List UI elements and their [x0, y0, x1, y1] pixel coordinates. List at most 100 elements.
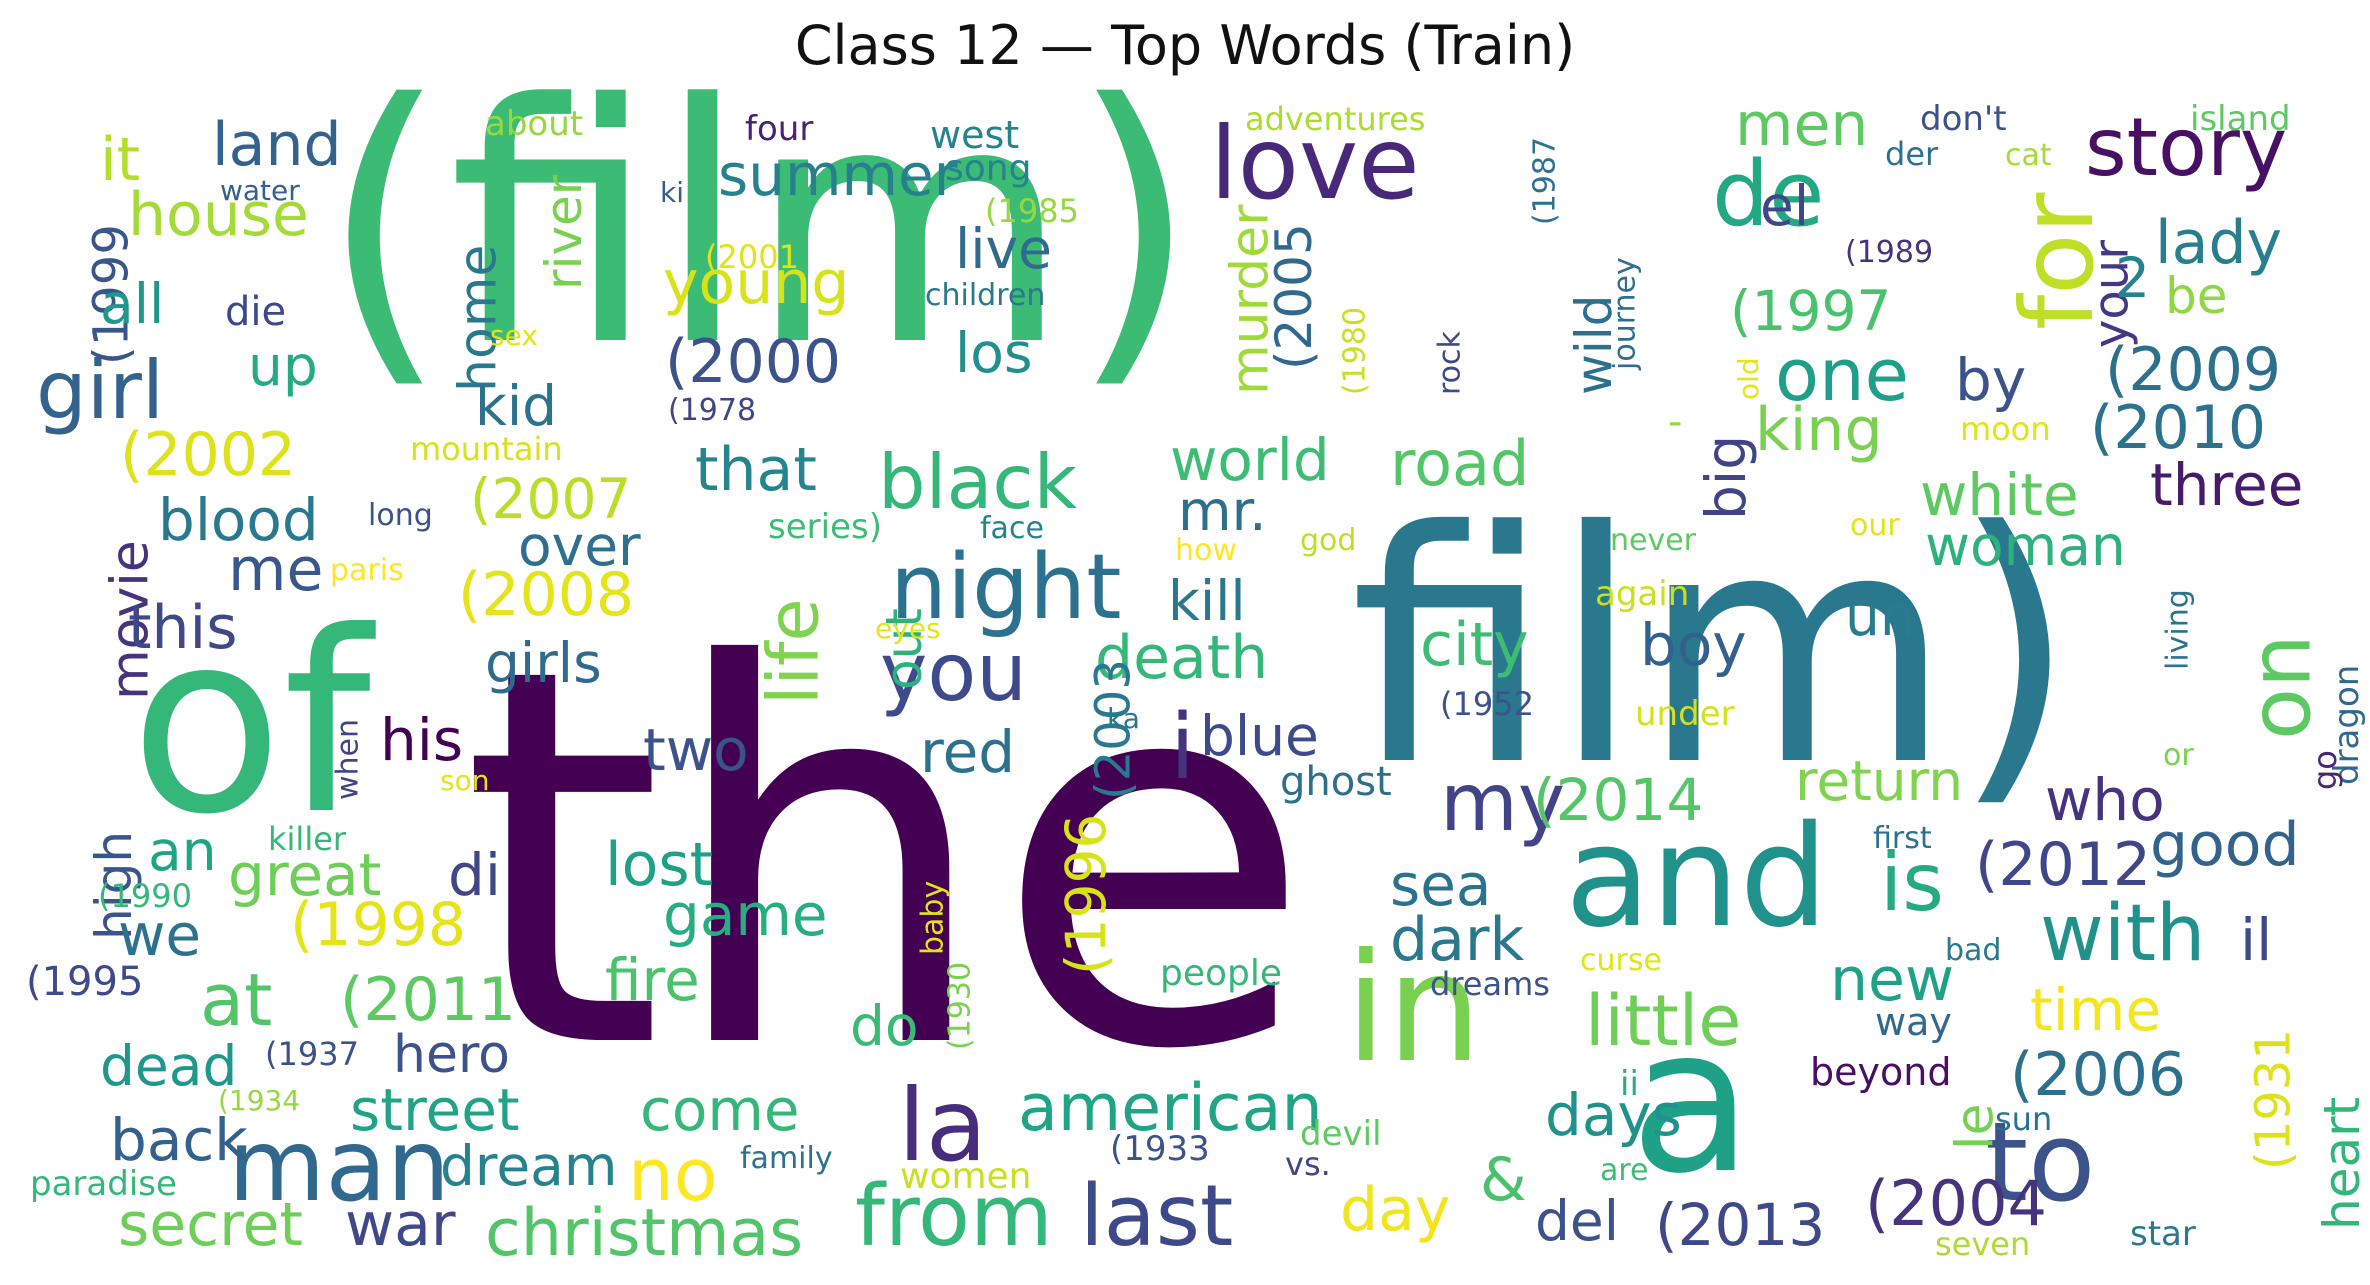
- word-el: el: [1760, 174, 1809, 238]
- word-one: one: [1775, 333, 1909, 417]
- word-west: west: [930, 113, 1019, 157]
- word-we: we: [118, 901, 201, 969]
- word-over: over: [518, 514, 641, 578]
- word-2008: (2008: [458, 560, 634, 630]
- word-don-t: don't: [1920, 99, 2007, 139]
- word-hero: hero: [393, 1025, 510, 1085]
- word-by: by: [1955, 346, 2026, 414]
- word-little: little: [1585, 980, 1741, 1062]
- word-come: come: [640, 1076, 800, 1144]
- word-vs: vs.: [1285, 1145, 1331, 1183]
- word-for: for: [1999, 192, 2116, 330]
- word-1931: (1931: [2245, 1029, 2301, 1170]
- word-2007: (2007: [470, 467, 631, 531]
- word-eyes: eyes: [875, 612, 941, 645]
- word-me: me: [228, 535, 323, 605]
- word-paradise: paradise: [30, 1164, 177, 1204]
- word-great: great: [228, 841, 381, 909]
- word-secret: secret: [118, 1190, 303, 1260]
- word-rock: rock: [1433, 330, 1468, 395]
- word-road: road: [1390, 427, 1529, 500]
- word-1930: (1930: [943, 962, 978, 1050]
- word-people: people: [1160, 953, 1282, 994]
- word-mountain: mountain: [410, 430, 563, 468]
- word-1952: (1952: [1440, 685, 1534, 723]
- word-blue: blue: [1200, 704, 1319, 768]
- word-1999: (1999: [83, 224, 139, 365]
- word-two: two: [643, 716, 749, 784]
- word-dreams: dreams: [1430, 965, 1550, 1003]
- word-1978: (1978: [668, 393, 756, 428]
- word-1933: (1933: [1110, 1129, 1210, 1169]
- word-die: die: [225, 289, 286, 335]
- word-un: un: [1845, 584, 1915, 648]
- word-cat: cat: [2005, 138, 2052, 173]
- word-2: 2: [2115, 246, 2150, 310]
- word-beyond: beyond: [1810, 1050, 1951, 1094]
- word-symbol: &: [1480, 1145, 1527, 1215]
- word-1990: (1990: [98, 877, 192, 915]
- word-dream: dream: [440, 1134, 617, 1198]
- word-from: from: [855, 1167, 1053, 1266]
- word-kid: kid: [475, 374, 557, 438]
- word-ii: ii: [1620, 1064, 1639, 1104]
- word-family: family: [740, 1141, 833, 1176]
- word-never: never: [1610, 523, 1697, 558]
- word-devil: devil: [1300, 1114, 1382, 1154]
- word-our: our: [1850, 508, 1900, 543]
- word-and: and: [1565, 796, 1828, 959]
- word-of: of: [130, 578, 376, 869]
- word-1995: (1995: [26, 959, 143, 1005]
- word-old: old: [1732, 357, 1765, 400]
- word-under: under: [1635, 694, 1735, 734]
- word-le: le: [1946, 1104, 2006, 1150]
- word-face: face: [980, 511, 1044, 546]
- word-children: children: [925, 278, 1045, 313]
- word-man: man: [228, 1107, 450, 1224]
- word-curse: curse: [1580, 943, 1662, 978]
- word-four: four: [745, 109, 813, 149]
- word-wild: wild: [1565, 295, 1623, 395]
- word-1997: (1997: [1730, 279, 1891, 343]
- word-girls: girls: [485, 631, 602, 695]
- word-star: star: [2130, 1214, 2196, 1254]
- word-on: on: [2232, 634, 2331, 740]
- word-back: back: [110, 1106, 248, 1174]
- word-baby: baby: [916, 881, 951, 955]
- word-to: to: [1985, 1098, 2095, 1226]
- word-2002: (2002: [120, 420, 296, 490]
- word-when: when: [331, 719, 366, 800]
- word-american: american: [1018, 1071, 1323, 1146]
- word-girl: girl: [36, 344, 164, 437]
- word-woman: woman: [1925, 514, 2126, 578]
- word-sun: sun: [1995, 1100, 2052, 1138]
- word-night: night: [890, 535, 1122, 640]
- word-up: up: [248, 334, 318, 398]
- word-last: last: [1080, 1167, 1233, 1266]
- word-christmas: christmas: [485, 1196, 803, 1271]
- word-son: son: [440, 764, 489, 797]
- word-ka: ka: [1107, 702, 1140, 735]
- word-di: di: [448, 841, 501, 909]
- word-bad: bad: [1945, 933, 2001, 968]
- word-story: story: [2085, 101, 2287, 194]
- word-live: live: [955, 217, 1052, 281]
- word-2013: (2013: [1655, 1191, 1825, 1259]
- word-la: la: [898, 1067, 987, 1184]
- word-war: war: [345, 1190, 456, 1260]
- word-no: no: [628, 1133, 718, 1217]
- word-days: days: [1545, 1081, 1682, 1149]
- word-go: go: [2306, 750, 2344, 790]
- word-2012: (2012: [1975, 830, 2151, 900]
- word-world: world: [1170, 426, 1330, 494]
- word-summer: summer: [718, 141, 958, 209]
- word-are: are: [1600, 1153, 1649, 1188]
- word-that: that: [695, 435, 817, 505]
- word-der: der: [1885, 135, 1939, 173]
- word-seven: seven: [1935, 1225, 2030, 1263]
- word-be: be: [2165, 267, 2228, 325]
- word-do: do: [850, 994, 919, 1058]
- word-adventures: adventures: [1245, 100, 1425, 138]
- word-ghost: ghost: [1280, 759, 1392, 805]
